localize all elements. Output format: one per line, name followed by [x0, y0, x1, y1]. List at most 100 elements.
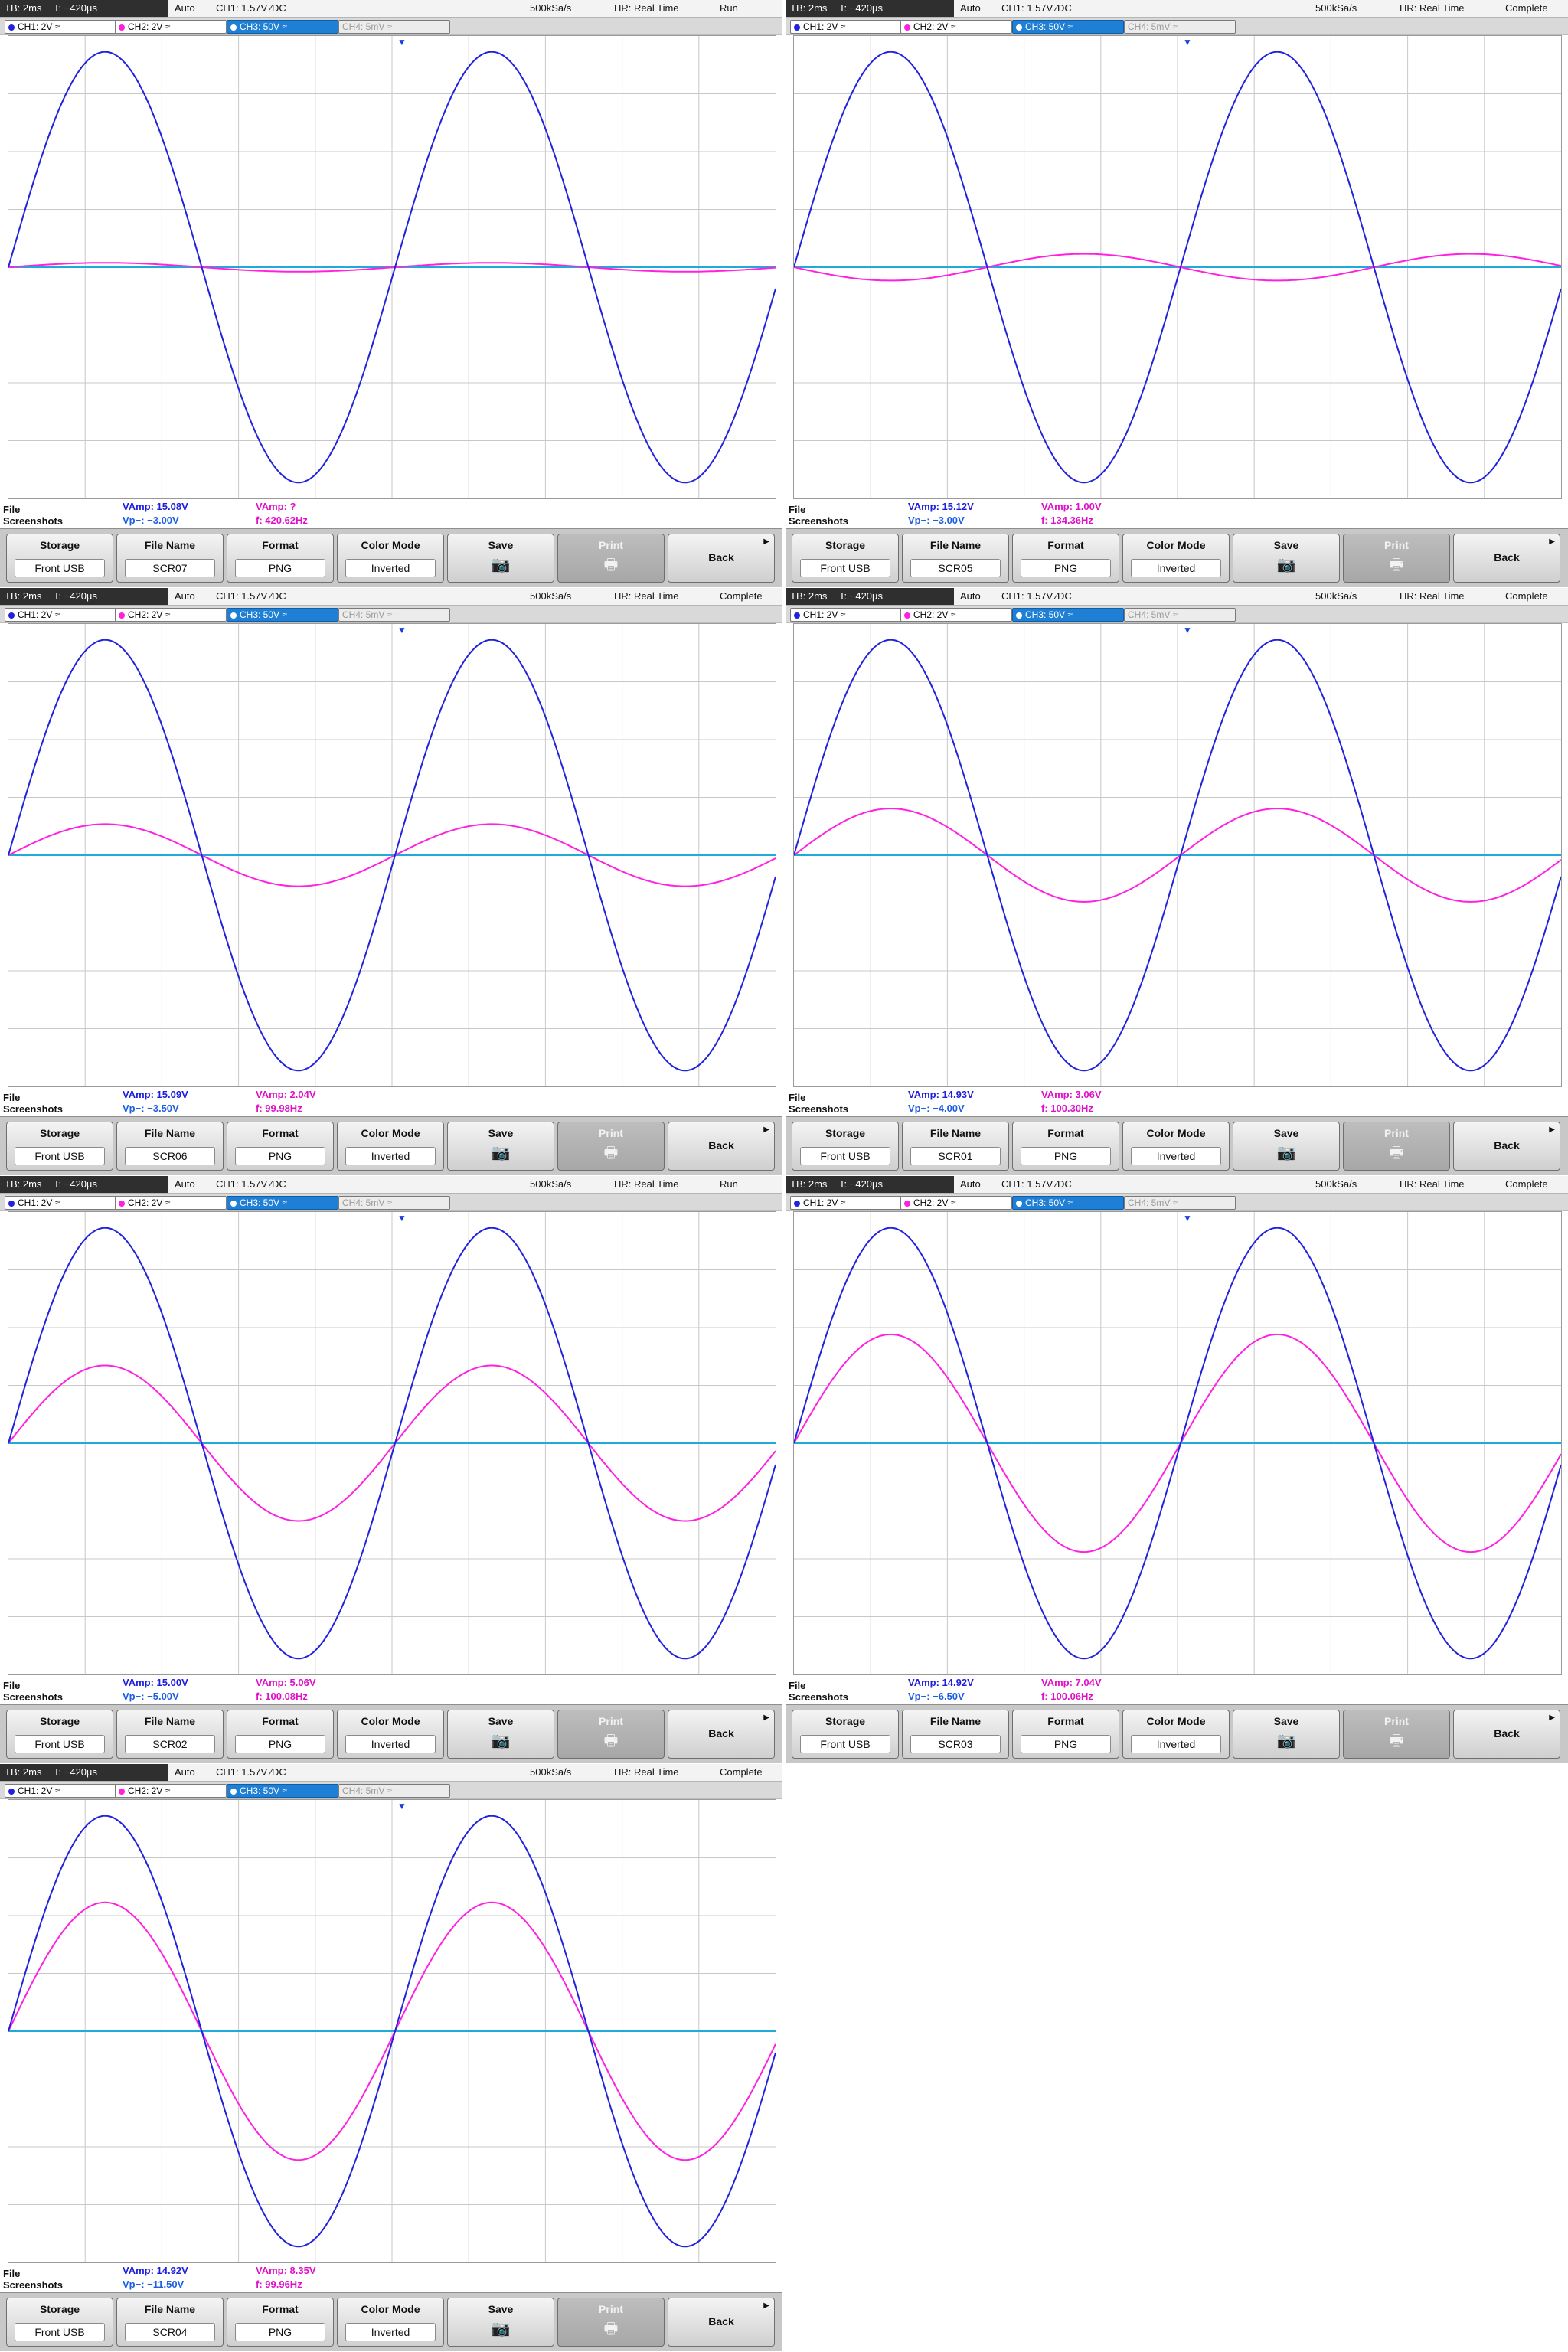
- storage-button[interactable]: Storage Front USB: [792, 1710, 899, 1759]
- save-label: Save: [1273, 539, 1299, 551]
- channel-1-button[interactable]: CH1: 2V ≈: [5, 608, 116, 622]
- format-value: PNG: [235, 1735, 325, 1753]
- save-button[interactable]: Save 📷: [1233, 1122, 1340, 1171]
- storage-button[interactable]: Storage Front USB: [792, 1122, 899, 1171]
- waveform-display[interactable]: ▼: [8, 35, 776, 499]
- channel-1-button[interactable]: CH1: 2V ≈: [5, 20, 116, 34]
- channel-3-button[interactable]: CH3: 50V ≈: [1012, 608, 1124, 622]
- back-button[interactable]: Back ▶: [1453, 534, 1560, 583]
- timebase-block[interactable]: TB: 2ms T: −420µs: [0, 1176, 168, 1193]
- timebase-block[interactable]: TB: 2ms T: −420µs: [786, 1176, 954, 1193]
- channel-4-button[interactable]: CH4: 5mV ≈: [1124, 20, 1236, 34]
- print-button[interactable]: Print 🖶: [557, 1710, 665, 1759]
- channel-4-button[interactable]: CH4: 5mV ≈: [338, 608, 450, 622]
- channel-3-button[interactable]: CH3: 50V ≈: [227, 20, 338, 34]
- file-name-button[interactable]: File Name SCR04: [116, 2298, 224, 2347]
- storage-button[interactable]: Storage Front USB: [6, 1710, 113, 1759]
- storage-button[interactable]: Storage Front USB: [6, 2298, 113, 2347]
- channel-3-button[interactable]: CH3: 50V ≈: [227, 1196, 338, 1210]
- timebase-block[interactable]: TB: 2ms T: −420µs: [0, 588, 168, 605]
- channel-4-button[interactable]: CH4: 5mV ≈: [338, 1784, 450, 1798]
- timebase-block[interactable]: TB: 2ms T: −420µs: [786, 588, 954, 605]
- color-mode-button[interactable]: Color Mode Inverted: [1122, 1122, 1230, 1171]
- color-mode-button[interactable]: Color Mode Inverted: [337, 534, 444, 583]
- back-button[interactable]: Back ▶: [1453, 1122, 1560, 1171]
- channel-2-button[interactable]: CH2: 2V ≈: [115, 1196, 227, 1210]
- waveform-display[interactable]: ▼: [8, 1799, 776, 2263]
- color-mode-button[interactable]: Color Mode Inverted: [1122, 534, 1230, 583]
- printer-icon: 🖶: [1389, 1145, 1404, 1161]
- print-button[interactable]: Print 🖶: [557, 534, 665, 583]
- format-button[interactable]: Format PNG: [1012, 1122, 1119, 1171]
- channel-4-button[interactable]: CH4: 5mV ≈: [1124, 1196, 1236, 1210]
- channel-1-button[interactable]: CH1: 2V ≈: [790, 1196, 902, 1210]
- color-mode-button[interactable]: Color Mode Inverted: [337, 2298, 444, 2347]
- color-mode-button[interactable]: Color Mode Inverted: [1122, 1710, 1230, 1759]
- storage-button[interactable]: Storage Front USB: [6, 1122, 113, 1171]
- channel-1-button[interactable]: CH1: 2V ≈: [5, 1196, 116, 1210]
- channel-4-button[interactable]: CH4: 5mV ≈: [1124, 608, 1236, 622]
- waveform-display[interactable]: ▼: [793, 1211, 1562, 1675]
- storage-label: Storage: [39, 539, 80, 551]
- channel-2-button[interactable]: CH2: 2V ≈: [900, 1196, 1012, 1210]
- print-button[interactable]: Print 🖶: [1343, 1710, 1450, 1759]
- print-button[interactable]: Print 🖶: [1343, 534, 1450, 583]
- color-mode-button[interactable]: Color Mode Inverted: [337, 1122, 444, 1171]
- channel-3-button[interactable]: CH3: 50V ≈: [1012, 20, 1124, 34]
- sample-rate: 500kSa/s: [1315, 1178, 1357, 1190]
- format-button[interactable]: Format PNG: [1012, 534, 1119, 583]
- color-mode-button[interactable]: Color Mode Inverted: [337, 1710, 444, 1759]
- storage-button[interactable]: Storage Front USB: [6, 534, 113, 583]
- save-button[interactable]: Save 📷: [447, 1122, 554, 1171]
- file-name-value: SCR01: [910, 1147, 1001, 1165]
- save-button[interactable]: Save 📷: [447, 2298, 554, 2347]
- file-name-button[interactable]: File Name SCR01: [902, 1122, 1009, 1171]
- file-name-button[interactable]: File Name SCR03: [902, 1710, 1009, 1759]
- channel-1-button[interactable]: CH1: 2V ≈: [790, 20, 902, 34]
- save-button[interactable]: Save 📷: [1233, 1710, 1340, 1759]
- timebase-block[interactable]: TB: 2ms T: −420µs: [786, 0, 954, 17]
- back-button[interactable]: Back ▶: [668, 1710, 775, 1759]
- format-button[interactable]: Format PNG: [227, 2298, 334, 2347]
- print-button[interactable]: Print 🖶: [1343, 1122, 1450, 1171]
- waveform-display[interactable]: ▼: [8, 623, 776, 1087]
- timebase-block[interactable]: TB: 2ms T: −420µs: [0, 1764, 168, 1781]
- ch3-label: CH3: 50V: [240, 1785, 280, 1796]
- waveform-display[interactable]: ▼: [8, 1211, 776, 1675]
- file-name-button[interactable]: File Name SCR02: [116, 1710, 224, 1759]
- channel-2-button[interactable]: CH2: 2V ≈: [115, 20, 227, 34]
- ch1-vp: Vp−: −6.50V: [908, 1690, 965, 1702]
- format-button[interactable]: Format PNG: [227, 1710, 334, 1759]
- format-button[interactable]: Format PNG: [227, 534, 334, 583]
- print-button[interactable]: Print 🖶: [557, 1122, 665, 1171]
- channel-3-button[interactable]: CH3: 50V ≈: [1012, 1196, 1124, 1210]
- back-button[interactable]: Back ▶: [1453, 1710, 1560, 1759]
- back-button[interactable]: Back ▶: [668, 534, 775, 583]
- back-button[interactable]: Back ▶: [668, 1122, 775, 1171]
- channel-1-button[interactable]: CH1: 2V ≈: [790, 608, 902, 622]
- channel-2-button[interactable]: CH2: 2V ≈: [115, 608, 227, 622]
- timebase-block[interactable]: TB: 2ms T: −420µs: [0, 0, 168, 17]
- channel-2-button[interactable]: CH2: 2V ≈: [900, 20, 1012, 34]
- file-name-button[interactable]: File Name SCR07: [116, 534, 224, 583]
- channel-2-button[interactable]: CH2: 2V ≈: [900, 608, 1012, 622]
- waveform-display[interactable]: ▼: [793, 35, 1562, 499]
- save-button[interactable]: Save 📷: [1233, 534, 1340, 583]
- format-button[interactable]: Format PNG: [1012, 1710, 1119, 1759]
- back-button[interactable]: Back ▶: [668, 2298, 775, 2347]
- channel-1-button[interactable]: CH1: 2V ≈: [5, 1784, 116, 1798]
- storage-button[interactable]: Storage Front USB: [792, 534, 899, 583]
- waveform-display[interactable]: ▼: [793, 623, 1562, 1087]
- channel-3-button[interactable]: CH3: 50V ≈: [227, 608, 338, 622]
- storage-label: Storage: [39, 1715, 80, 1727]
- format-button[interactable]: Format PNG: [227, 1122, 334, 1171]
- print-button[interactable]: Print 🖶: [557, 2298, 665, 2347]
- save-button[interactable]: Save 📷: [447, 1710, 554, 1759]
- channel-4-button[interactable]: CH4: 5mV ≈: [338, 20, 450, 34]
- channel-4-button[interactable]: CH4: 5mV ≈: [338, 1196, 450, 1210]
- save-button[interactable]: Save 📷: [447, 534, 554, 583]
- file-name-button[interactable]: File Name SCR05: [902, 534, 1009, 583]
- channel-2-button[interactable]: CH2: 2V ≈: [115, 1784, 227, 1798]
- file-name-button[interactable]: File Name SCR06: [116, 1122, 224, 1171]
- channel-3-button[interactable]: CH3: 50V ≈: [227, 1784, 338, 1798]
